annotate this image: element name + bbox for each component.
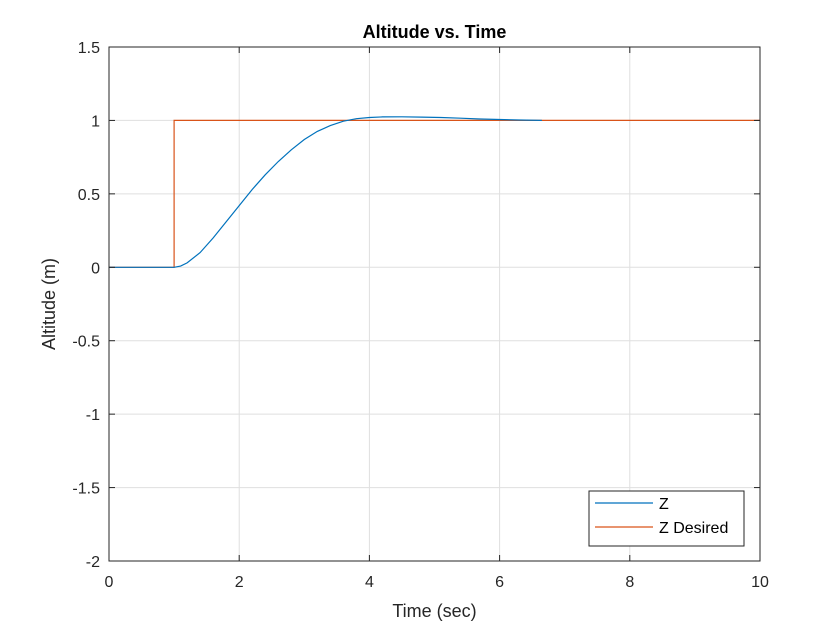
legend: Z Z Desired <box>588 490 745 547</box>
y-tick-label: -1 <box>86 407 100 424</box>
y-tick-label: 0.5 <box>78 187 100 204</box>
x-tick-label: 2 <box>235 574 244 591</box>
series-layer <box>109 116 760 268</box>
legend-box <box>588 490 745 547</box>
y-tick-label: 1 <box>91 113 100 130</box>
y-tick-label: -0.5 <box>72 334 100 351</box>
x-tick-label: 6 <box>495 574 504 591</box>
y-axis-label: Altitude (m) <box>39 258 59 350</box>
ticks <box>108 46 761 562</box>
plot-border <box>108 46 761 562</box>
legend-entry-z-desired-label: Z Desired <box>659 520 728 537</box>
x-tick-label: 0 <box>105 574 114 591</box>
series-line-z <box>109 116 542 268</box>
y-tick-label: 1.5 <box>78 40 100 57</box>
plot-area <box>109 47 760 561</box>
x-axis-label: Time (sec) <box>392 601 476 621</box>
tick-labels: 0 2 4 6 8 10 -2 -1.5 -1 -0.5 0 0.5 1 1.5 <box>72 40 769 591</box>
y-tick-label: 0 <box>91 260 100 277</box>
x-tick-label: 8 <box>625 574 634 591</box>
chart-title: Altitude vs. Time <box>363 22 507 42</box>
y-tick-label: -2 <box>86 554 100 571</box>
x-tick-label: 10 <box>751 574 769 591</box>
legend-entry-z-label: Z <box>659 496 669 513</box>
y-tick-label: -1.5 <box>72 481 100 498</box>
x-tick-label: 4 <box>365 574 374 591</box>
